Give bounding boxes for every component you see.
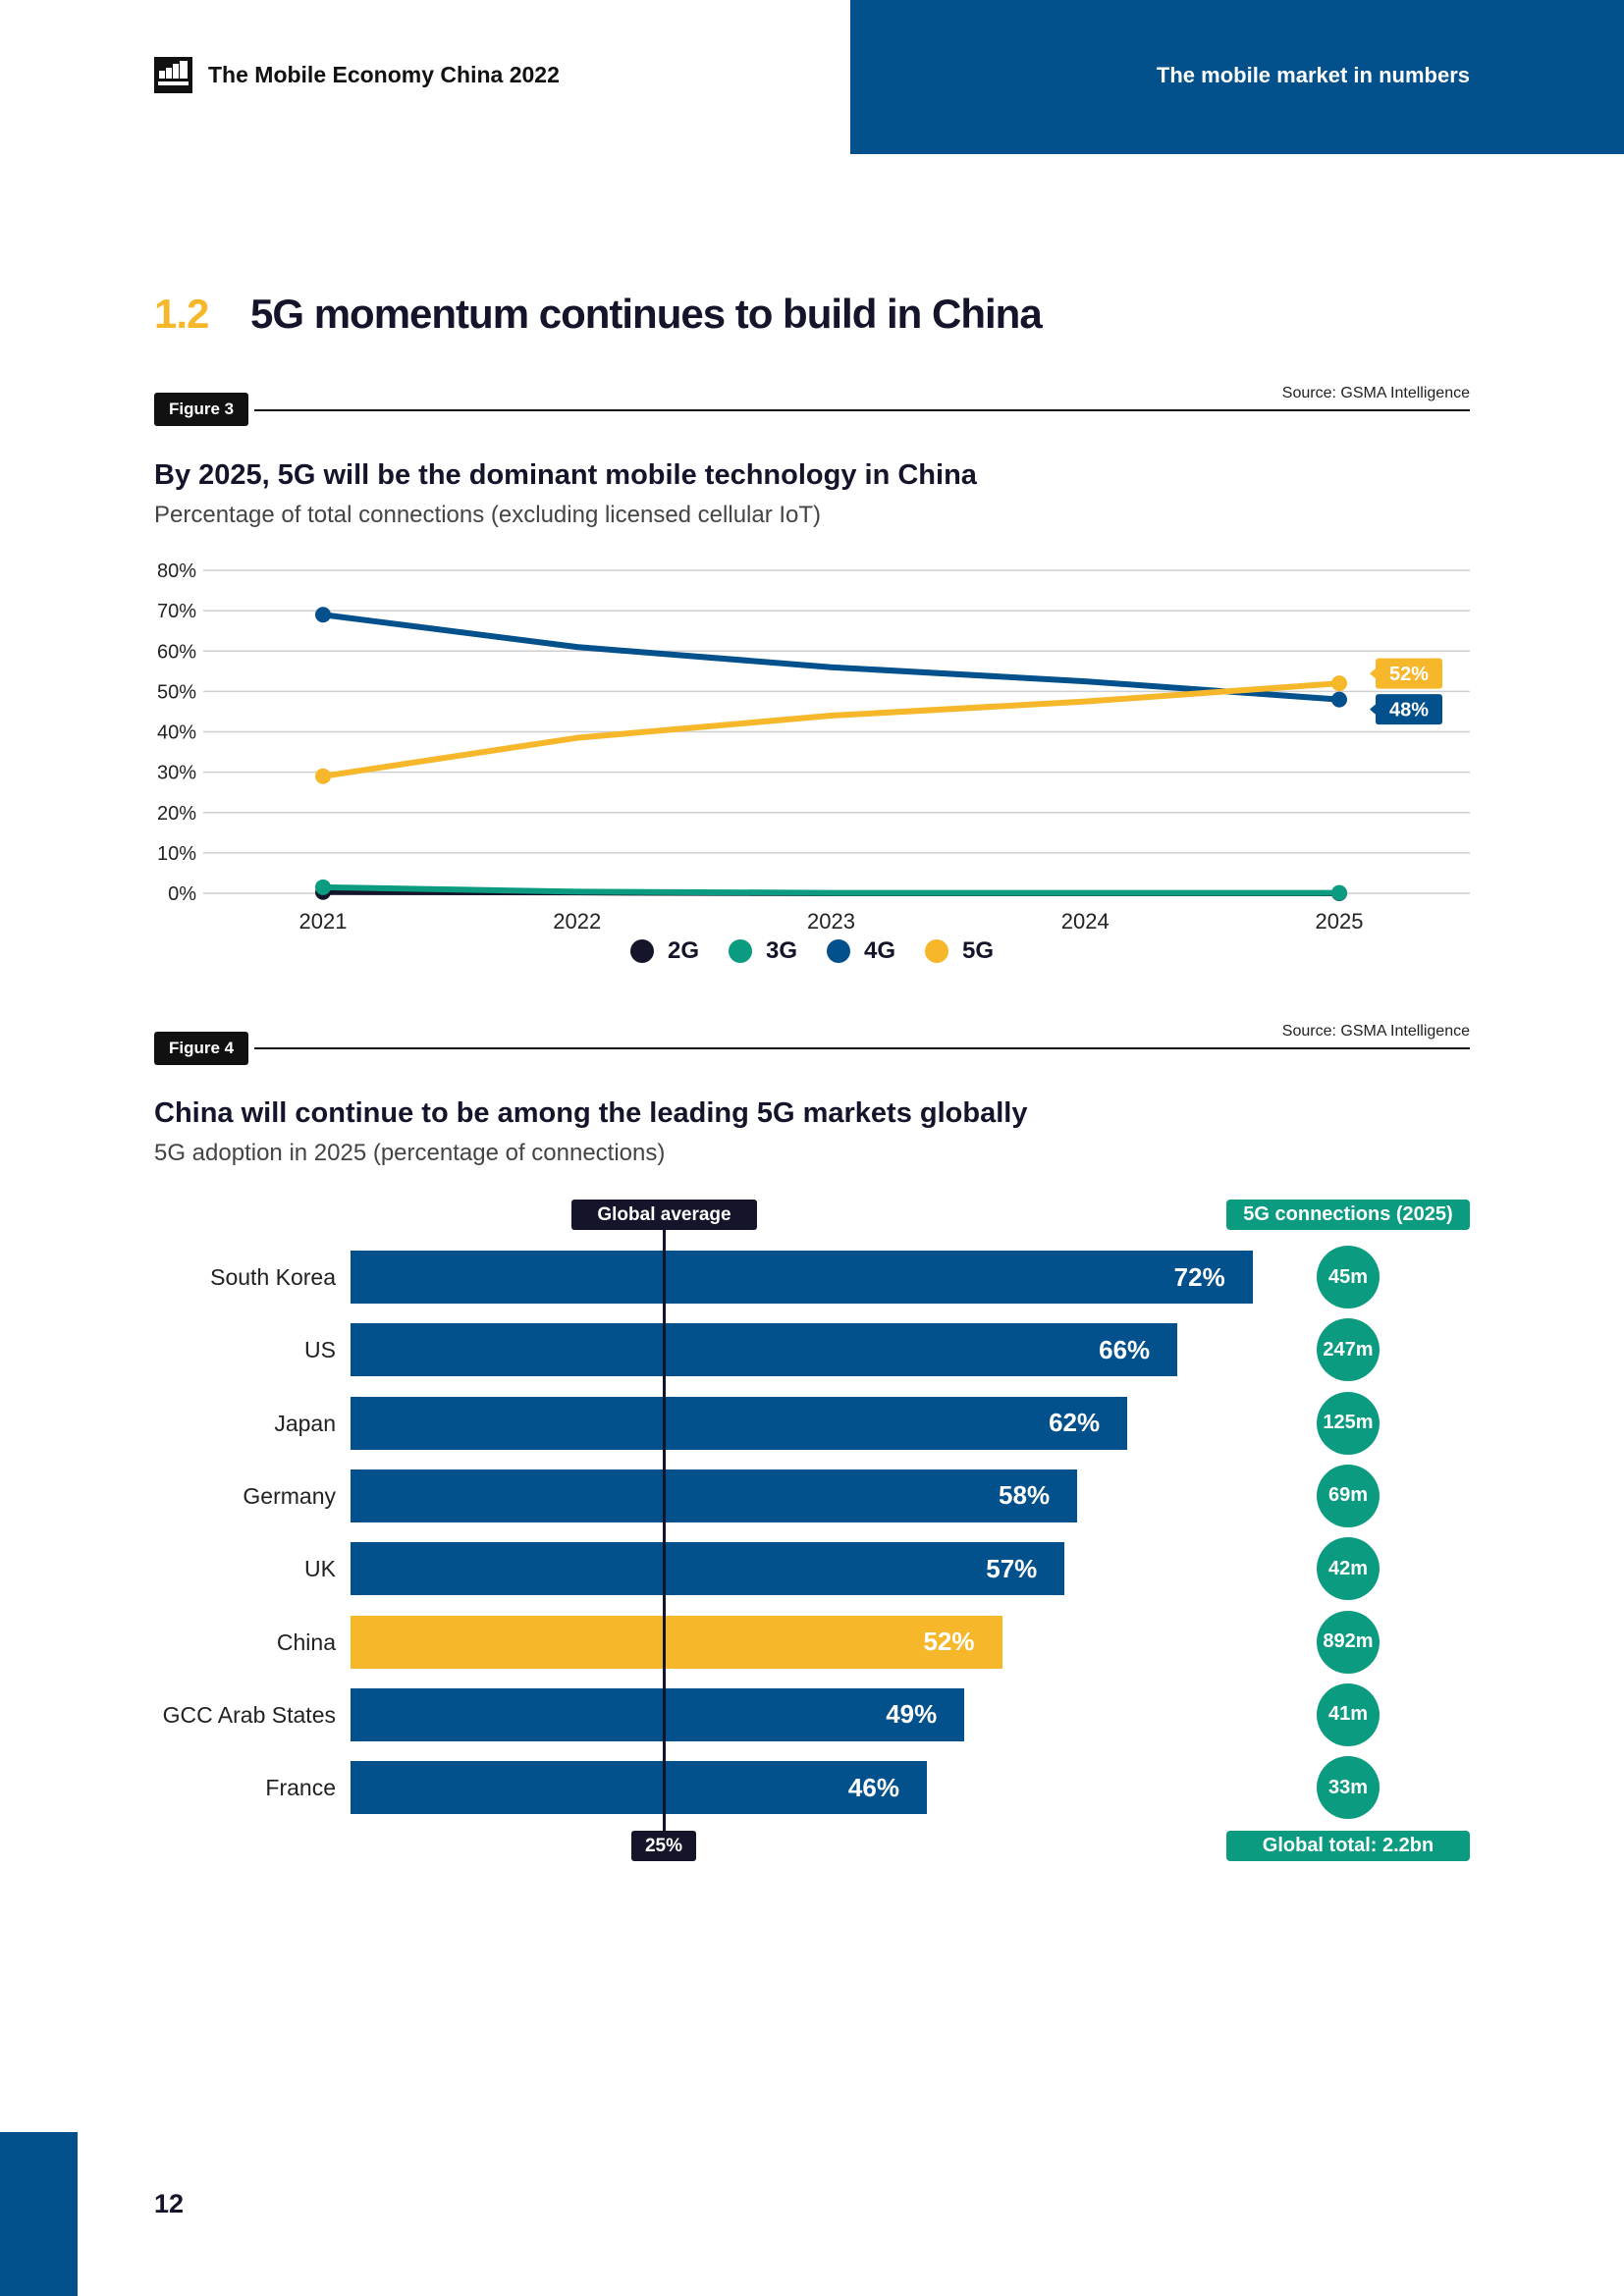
bar-value-label: 57%: [986, 1553, 1038, 1583]
page-number: 12: [154, 2189, 185, 2218]
legend-dot-4g-icon: [827, 939, 850, 963]
legend-dot-3g-icon: [728, 939, 752, 963]
point-4g-2025: [1331, 691, 1347, 708]
bar-value-label: 72%: [1173, 1261, 1225, 1292]
y-tick-label: 60%: [157, 641, 196, 663]
bar-us: 66%: [351, 1323, 1178, 1377]
category-label: France: [265, 1775, 336, 1801]
figure-3-source: Source: GSMA Intelligence: [1281, 385, 1470, 401]
point-5g-2021: [315, 768, 331, 784]
x-tick-label: 2021: [299, 909, 348, 934]
bar-gcc-arab-states: 49%: [351, 1687, 965, 1741]
category-label: US: [304, 1337, 336, 1363]
y-tick-label: 40%: [157, 722, 196, 744]
figure-4-source: Source: GSMA Intelligence: [1281, 1023, 1470, 1040]
bar-south-korea: 72%: [351, 1251, 1253, 1304]
connections-circle: 125m: [1317, 1391, 1380, 1455]
connections-header: 5G connections (2025): [1226, 1200, 1470, 1230]
connections-circle: 69m: [1317, 1464, 1380, 1527]
x-tick-label: 2023: [807, 909, 855, 934]
line-chart: 0% 10% 20% 30% 40% 50% 60% 70% 80% 2021 2022 2023 2…: [157, 561, 1470, 934]
point-3g-2025: [1331, 884, 1347, 901]
figure-4-divider: [254, 1047, 1470, 1049]
x-tick-label: 2024: [1061, 909, 1110, 934]
global-average-line: [662, 1217, 666, 1845]
x-tick-label: 2022: [553, 909, 601, 934]
point-3g-2021: [315, 879, 331, 895]
bar-value-label: 49%: [886, 1699, 938, 1730]
gsma-logo-icon: [154, 57, 192, 93]
category-label: Japan: [274, 1410, 336, 1436]
bar-france: 46%: [351, 1761, 927, 1815]
legend-label-4g: 4G: [864, 937, 896, 964]
legend-item-4g: 4G: [827, 937, 895, 965]
category-label: GCC Arab States: [162, 1701, 336, 1728]
legend-item-3g: 3G: [728, 937, 797, 965]
series-line-3g: [320, 883, 1342, 896]
end-label-pointer-4g: [1370, 703, 1377, 716]
connections-circle: 247m: [1317, 1318, 1380, 1382]
bar-value-label: 66%: [1099, 1334, 1151, 1364]
series-line-4g: [320, 612, 1342, 703]
x-tick-label: 2025: [1316, 909, 1364, 934]
figure-4-subtitle: 5G adoption in 2025 (percentage of conne…: [154, 1140, 666, 1166]
section-title: 5G momentum continues to build in China: [250, 291, 1043, 337]
category-label: UK: [304, 1556, 336, 1582]
footer-banner: [0, 2132, 78, 2296]
figure-3-title: By 2025, 5G will be the dominant mobile …: [154, 459, 977, 491]
report-title: The Mobile Economy China 2022: [208, 62, 560, 87]
series-line-5g: [320, 680, 1342, 779]
global-average-value: 25%: [631, 1831, 696, 1861]
end-label-box-4g: [1376, 694, 1442, 725]
category-label: Germany: [243, 1482, 336, 1509]
header-banner: [850, 0, 1624, 154]
point-4g-2021: [315, 607, 331, 623]
figure-4-title: China will continue to be among the lead…: [154, 1097, 1028, 1129]
y-tick-label: 20%: [157, 803, 196, 825]
legend-label-2g: 2G: [667, 937, 699, 964]
bar-value-label: 62%: [1049, 1408, 1101, 1438]
legend-label-5g: 5G: [962, 937, 995, 964]
bar-germany: 58%: [351, 1468, 1078, 1522]
section-number: 1.2: [154, 291, 209, 337]
legend-item-2g: 2G: [629, 937, 699, 965]
global-total: Global total: 2.2bn: [1226, 1831, 1470, 1861]
chart-legend: 2G 3G 4G 5G: [0, 937, 1624, 965]
y-tick-label: 0%: [168, 883, 196, 905]
y-tick-label: 50%: [157, 681, 196, 703]
y-tick-label: 10%: [157, 843, 196, 865]
legend-item-5g: 5G: [925, 937, 994, 965]
bar-japan: 62%: [351, 1396, 1128, 1450]
legend-dot-5g-icon: [925, 939, 949, 963]
legend-label-3g: 3G: [765, 937, 797, 964]
y-tick-label: 80%: [157, 561, 196, 582]
figure-3-subtitle: Percentage of total connections (excludi…: [154, 502, 822, 528]
point-5g-2025: [1331, 675, 1347, 692]
bar-value-label: 52%: [923, 1627, 975, 1656]
connections-circle: 41m: [1317, 1682, 1380, 1746]
end-label-5g: 52%: [1389, 664, 1429, 685]
figure-3-tag: Figure 3: [154, 393, 249, 426]
connections-circle: 45m: [1317, 1246, 1380, 1308]
figure-3-divider: [254, 409, 1470, 411]
end-label-4g: 48%: [1389, 700, 1429, 721]
y-tick-label: 70%: [157, 601, 196, 622]
connections-circle: 42m: [1317, 1537, 1380, 1601]
figure-4-tag: Figure 4: [154, 1032, 249, 1065]
legend-dot-2g-icon: [629, 939, 654, 963]
bar-value-label: 46%: [847, 1772, 899, 1802]
end-label-pointer-5g: [1370, 667, 1377, 680]
bar-china: 52%: [351, 1615, 1002, 1669]
category-label: South Korea: [210, 1264, 336, 1290]
y-tick-label: 30%: [157, 763, 196, 784]
bar-uk: 57%: [351, 1542, 1065, 1596]
connections-circle: 892m: [1317, 1610, 1380, 1674]
section-label: The mobile market in numbers: [1156, 63, 1470, 87]
category-label: China: [276, 1629, 336, 1655]
bar-value-label: 58%: [999, 1480, 1051, 1511]
global-average-label: Global average: [571, 1200, 757, 1230]
end-label-box-5g: [1376, 658, 1442, 689]
connections-circle: 33m: [1317, 1756, 1380, 1820]
